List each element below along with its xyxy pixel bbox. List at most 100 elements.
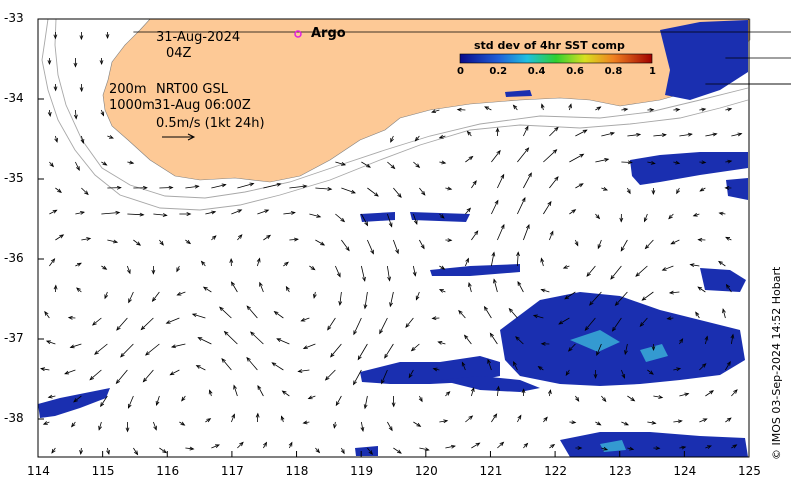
current-vector <box>644 213 648 222</box>
current-vector-head <box>51 448 56 454</box>
current-vector <box>517 197 526 215</box>
current-vector-head <box>603 446 609 451</box>
current-vector-head <box>414 136 420 142</box>
current-vector-head <box>577 446 583 450</box>
current-vector-head <box>257 384 262 390</box>
current-vector-head <box>239 441 244 447</box>
current-vector-head <box>447 238 453 243</box>
current-vector <box>211 444 220 449</box>
current-vector-head <box>593 374 598 379</box>
current-vector-head <box>722 308 726 314</box>
current-vector <box>107 239 118 243</box>
current-vector-head <box>574 241 579 247</box>
current-vector-head <box>211 235 217 240</box>
current-vector-head <box>512 104 518 110</box>
current-vector-head <box>67 315 73 320</box>
current-vector <box>128 395 134 409</box>
current-vector <box>231 209 242 215</box>
current-vector-head <box>202 286 208 291</box>
current-vector <box>668 213 674 219</box>
current-vector <box>549 127 559 137</box>
current-vector-head <box>718 260 723 266</box>
current-vector-head <box>540 341 546 346</box>
current-vector <box>367 187 379 197</box>
current-vector <box>315 239 325 246</box>
current-vector <box>196 365 206 371</box>
current-vector-head <box>115 210 121 215</box>
current-vector <box>74 109 77 119</box>
current-vector-head <box>550 443 556 449</box>
current-vector <box>185 447 194 450</box>
current-vector <box>185 185 199 189</box>
current-vector-head <box>120 352 125 358</box>
current-vector-head <box>472 180 477 185</box>
current-vector <box>205 211 216 215</box>
colorbar-tick-label: 0.4 <box>527 66 546 77</box>
current-vector <box>597 239 602 249</box>
current-vector <box>128 291 134 303</box>
current-vector-head <box>624 350 628 356</box>
current-vector <box>647 161 655 164</box>
depth-1000m: 1000m <box>109 98 155 113</box>
current-vector-head <box>142 185 148 190</box>
current-vector-head <box>475 442 481 447</box>
current-vector-head <box>675 160 681 165</box>
current-vector-head <box>508 307 514 313</box>
current-vector <box>484 106 492 111</box>
current-vector <box>589 291 602 306</box>
current-vector <box>156 395 160 406</box>
current-vector-head <box>540 288 546 293</box>
current-vectors <box>40 31 791 456</box>
current-vector-head <box>496 149 501 155</box>
current-vector <box>615 291 628 306</box>
current-vector <box>647 421 656 424</box>
current-vector-head <box>363 404 368 410</box>
current-vector <box>159 239 164 246</box>
current-vector <box>282 390 290 397</box>
current-vector <box>541 289 550 293</box>
current-vector <box>153 421 157 430</box>
current-vector-head <box>438 289 444 293</box>
current-vector-head <box>687 132 693 137</box>
current-vector-head <box>629 446 635 451</box>
current-vector <box>471 387 475 397</box>
depth-200m: 200m <box>109 82 147 97</box>
current-vector <box>152 291 160 302</box>
current-vector <box>533 315 544 319</box>
current-vector <box>564 291 576 300</box>
y-tick-label: -37 <box>4 331 24 345</box>
current-vector-head <box>666 316 672 321</box>
current-vector-head <box>384 353 389 359</box>
current-vector <box>49 258 55 267</box>
current-vector-head <box>651 346 656 352</box>
current-vector <box>523 172 532 189</box>
current-vector <box>379 317 388 334</box>
current-vector <box>569 153 584 163</box>
current-vector-head <box>470 386 475 392</box>
current-vector-head <box>263 441 268 447</box>
current-vector-head <box>73 114 78 120</box>
current-vector <box>639 317 648 327</box>
current-vector-head <box>79 35 84 41</box>
current-vector <box>415 135 420 142</box>
current-vector-head <box>285 285 290 291</box>
current-vector-head <box>53 86 58 92</box>
current-vector <box>413 421 421 427</box>
current-vector-head <box>725 283 731 289</box>
current-vector <box>515 336 524 345</box>
current-vector-head <box>221 357 226 363</box>
current-vector <box>141 317 154 330</box>
current-vector-head <box>443 419 449 424</box>
y-tick-label: -35 <box>4 171 24 185</box>
current-vector <box>335 395 342 406</box>
current-vector-head <box>597 244 602 250</box>
current-vector-head <box>126 269 131 275</box>
current-vector-head <box>333 423 337 429</box>
current-vector-head <box>461 361 466 367</box>
current-vector-head <box>388 426 393 432</box>
current-vector-head <box>176 291 182 296</box>
current-vector <box>116 317 128 331</box>
current-vector-head <box>176 267 181 273</box>
colorbar-tick-label: 0.8 <box>604 66 623 77</box>
current-vector-head <box>521 388 526 394</box>
